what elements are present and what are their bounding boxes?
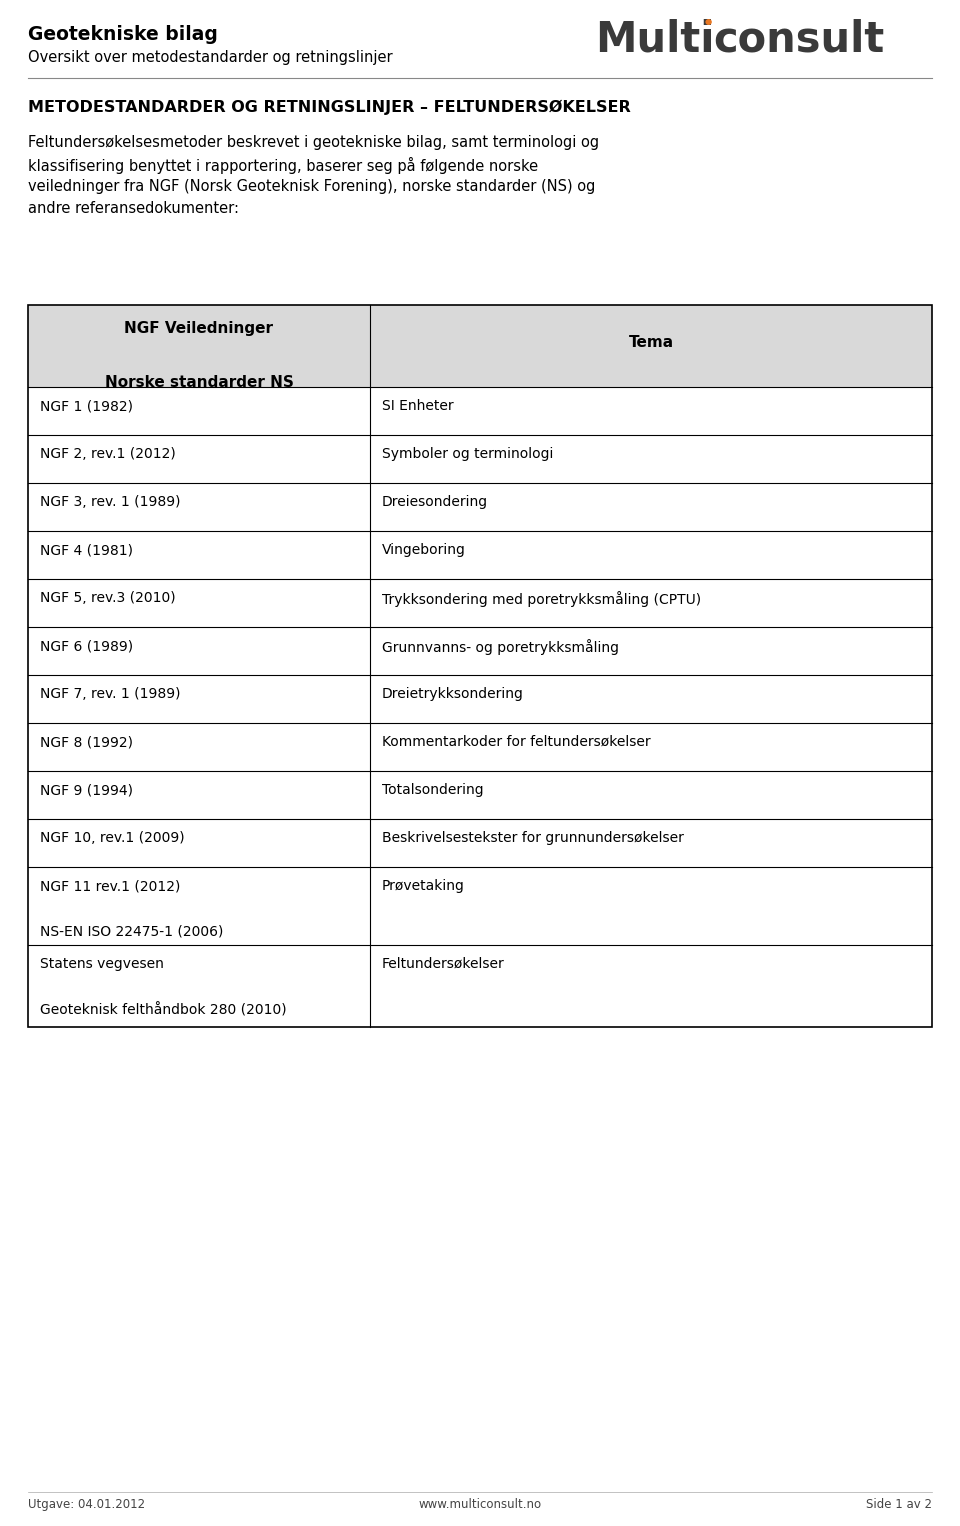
Text: NGF 6 (1989): NGF 6 (1989) bbox=[40, 639, 133, 653]
Text: Grunnvanns- og poretrykksmåling: Grunnvanns- og poretrykksmåling bbox=[382, 639, 619, 655]
Text: NGF 3, rev. 1 (1989): NGF 3, rev. 1 (1989) bbox=[40, 494, 180, 510]
Text: Multi: Multi bbox=[595, 18, 714, 60]
Bar bbox=[28, 305, 932, 388]
Text: Prøvetaking: Prøvetaking bbox=[382, 879, 465, 893]
Text: Dreietrykksondering: Dreietrykksondering bbox=[382, 687, 524, 700]
Text: andre referansedokumenter:: andre referansedokumenter: bbox=[28, 201, 239, 217]
Text: Feltundersøkelsesmetoder beskrevet i geotekniske bilag, samt terminologi og: Feltundersøkelsesmetoder beskrevet i geo… bbox=[28, 134, 599, 150]
Text: Beskrivelsestekster for grunnundersøkelser: Beskrivelsestekster for grunnundersøkels… bbox=[382, 832, 684, 845]
Text: Geotekniske bilag: Geotekniske bilag bbox=[28, 24, 218, 44]
Text: Vingeboring: Vingeboring bbox=[382, 543, 466, 557]
Text: NGF 8 (1992): NGF 8 (1992) bbox=[40, 736, 133, 749]
Text: Kommentarkoder for feltundersøkelser: Kommentarkoder for feltundersøkelser bbox=[382, 736, 651, 749]
Text: NGF 11 rev.1 (2012)

NS-EN ISO 22475-1 (2006): NGF 11 rev.1 (2012) NS-EN ISO 22475-1 (2… bbox=[40, 879, 224, 938]
Text: consult: consult bbox=[713, 18, 884, 60]
Text: Totalsondering: Totalsondering bbox=[382, 783, 484, 797]
Text: Trykksondering med poretrykksmåling (CPTU): Trykksondering med poretrykksmåling (CPT… bbox=[382, 591, 701, 607]
Text: NGF 4 (1981): NGF 4 (1981) bbox=[40, 543, 133, 557]
Text: Utgave: 04.01.2012: Utgave: 04.01.2012 bbox=[28, 1499, 145, 1511]
Text: Dreiesondering: Dreiesondering bbox=[382, 494, 488, 510]
Text: Oversikt over metodestandarder og retningslinjer: Oversikt over metodestandarder og retnin… bbox=[28, 50, 393, 66]
Bar bbox=[28, 305, 932, 1027]
Text: NGF 9 (1994): NGF 9 (1994) bbox=[40, 783, 133, 797]
Text: klassifisering benyttet i rapportering, baserer seg på følgende norske: klassifisering benyttet i rapportering, … bbox=[28, 157, 539, 174]
Text: Tema: Tema bbox=[629, 336, 674, 349]
Text: NGF 10, rev.1 (2009): NGF 10, rev.1 (2009) bbox=[40, 832, 184, 845]
Text: veiledninger fra NGF (Norsk Geoteknisk Forening), norske standarder (NS) og: veiledninger fra NGF (Norsk Geoteknisk F… bbox=[28, 179, 595, 194]
Text: Statens vegvesen

Geoteknisk felthåndbok 280 (2010): Statens vegvesen Geoteknisk felthåndbok … bbox=[40, 957, 287, 1018]
Text: NGF 5, rev.3 (2010): NGF 5, rev.3 (2010) bbox=[40, 591, 176, 604]
Text: NGF 2, rev.1 (2012): NGF 2, rev.1 (2012) bbox=[40, 447, 176, 461]
Text: •: • bbox=[702, 14, 715, 34]
Text: NGF Veiledninger

Norske standarder NS: NGF Veiledninger Norske standarder NS bbox=[105, 320, 294, 391]
Text: Side 1 av 2: Side 1 av 2 bbox=[866, 1499, 932, 1511]
Text: Feltundersøkelser: Feltundersøkelser bbox=[382, 957, 505, 971]
Text: www.multiconsult.no: www.multiconsult.no bbox=[419, 1499, 541, 1511]
Text: NGF 1 (1982): NGF 1 (1982) bbox=[40, 398, 133, 414]
Text: Symboler og terminologi: Symboler og terminologi bbox=[382, 447, 553, 461]
Text: SI Enheter: SI Enheter bbox=[382, 398, 454, 414]
Text: NGF 7, rev. 1 (1989): NGF 7, rev. 1 (1989) bbox=[40, 687, 180, 700]
Text: METODESTANDARDER OG RETNINGSLINJER – FELTUNDERSØKELSER: METODESTANDARDER OG RETNINGSLINJER – FEL… bbox=[28, 101, 631, 116]
